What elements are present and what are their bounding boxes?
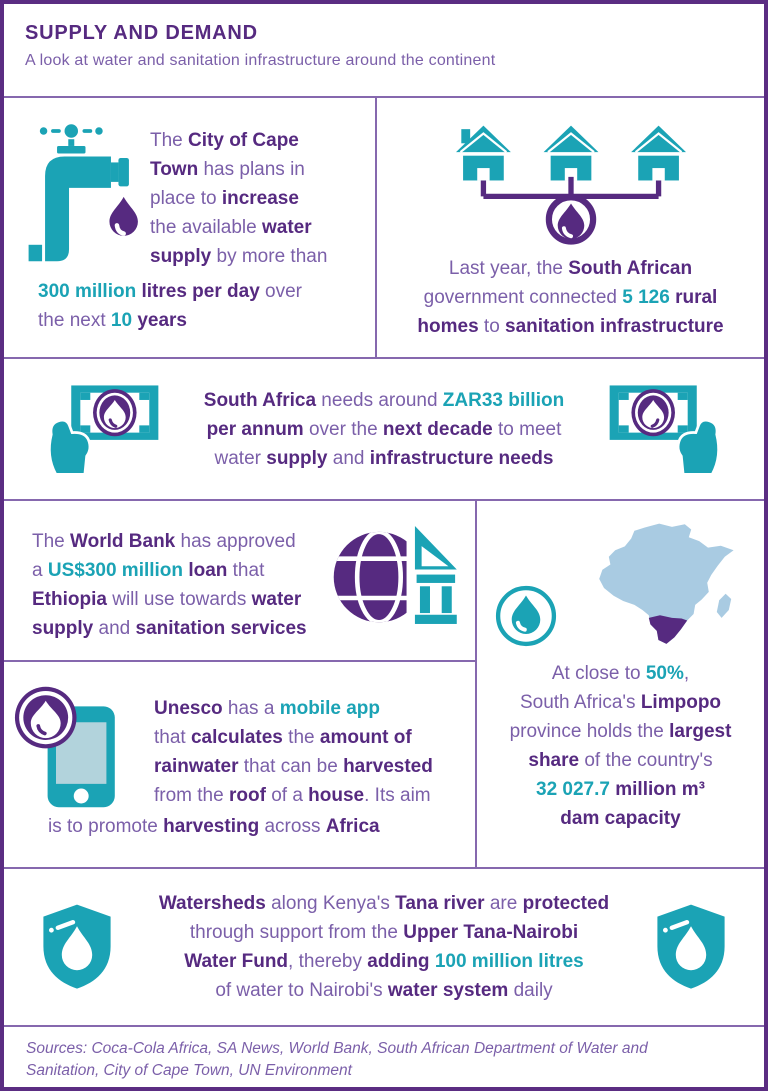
water-shield-icon (43, 904, 111, 989)
money-in-hand-icon (48, 385, 159, 476)
water-shield-icon (657, 904, 725, 989)
limpopo-text: At close to 50%, South Africa's Limpopo … (509, 663, 732, 829)
connector-lines (480, 176, 661, 222)
mobile-app-icon (14, 686, 115, 808)
panel-cape-town: The City of Cape Town has plans in place… (4, 98, 377, 357)
world-bank-icon (333, 521, 457, 634)
funding-text: South Africa needs around ZAR33 billion … (203, 389, 565, 469)
row-top: The City of Cape Town has plans in place… (4, 96, 764, 357)
column-left: The World Bank has approved a US$300 mil… (4, 501, 477, 867)
panel-limpopo: At close to 50%, South Africa's Limpopo … (477, 501, 764, 867)
unesco-text: Unesco has a mobile app that calculates … (154, 698, 433, 807)
panel-unesco-app: Unesco has a mobile app that calculates … (4, 660, 475, 867)
panel-world-bank: The World Bank has approved a US$300 mil… (4, 501, 475, 660)
water-drop-circle-icon (495, 585, 557, 647)
row-middle: The World Bank has approved a US$300 mil… (4, 499, 764, 867)
cape-town-text-continued: 300 million litres per day over the next… (38, 281, 303, 331)
cape-town-text: The City of Cape Town has plans in place… (150, 130, 328, 267)
header: SUPPLY AND DEMAND A look at water and sa… (4, 4, 764, 96)
page-title: SUPPLY AND DEMAND (25, 22, 258, 44)
water-tap-icon (28, 124, 138, 262)
tana-river-text: Watersheds along Kenya's Tana river are … (158, 893, 610, 1001)
south-africa-region (648, 615, 688, 644)
panel-funding: South Africa needs around ZAR33 billion … (4, 357, 764, 499)
sources-text: Sources: Coca-Cola Africa, SA News, Worl… (26, 1040, 648, 1079)
world-bank-text: The World Bank has approved a US$300 mil… (32, 531, 307, 639)
footer: Sources: Coca-Cola Africa, SA News, Worl… (4, 1025, 764, 1087)
panel-rural-homes: Last year, the South African government … (377, 98, 764, 357)
rural-homes-text: Last year, the South African government … (417, 258, 724, 337)
page-subtitle: A look at water and sanitation infrastru… (25, 52, 496, 69)
unesco-text-continued: is to promote harvesting across Africa (48, 816, 380, 838)
africa-map-icon (599, 523, 734, 644)
money-in-hand-icon (609, 385, 720, 476)
panel-tana-river: Watersheds along Kenya's Tana river are … (4, 867, 764, 1025)
rural-homes-icon (455, 125, 686, 245)
